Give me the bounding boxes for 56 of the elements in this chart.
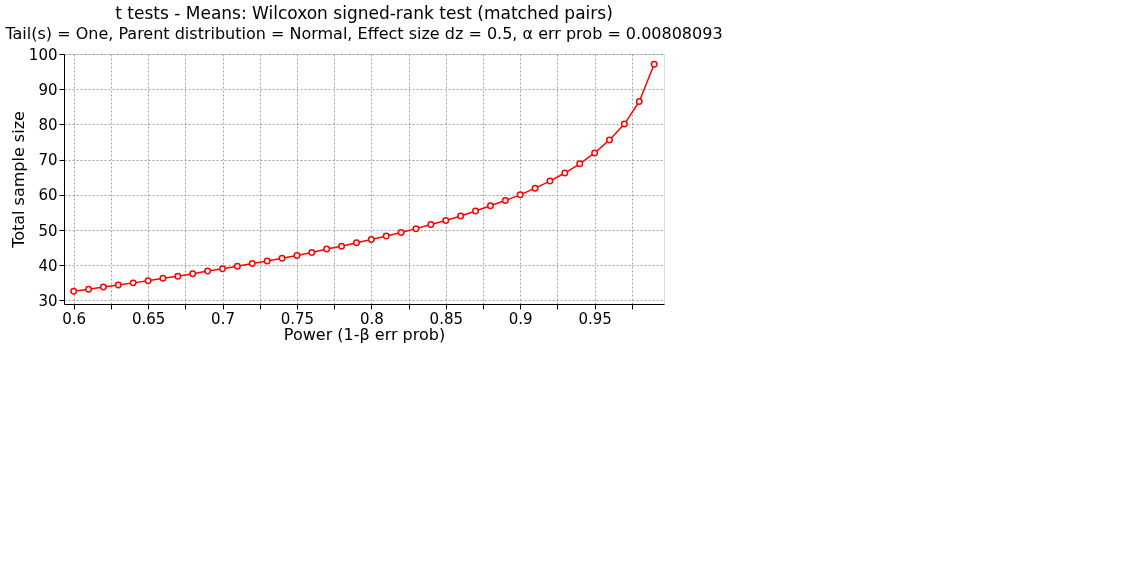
chart-subtitle: Tail(s) = One, Parent distribution = Normal, Effect size dz = 0.5, α err prob = 0.00808093	[4, 24, 723, 43]
point	[174, 272, 182, 280]
y-tick-label: 60	[38, 186, 58, 205]
point	[576, 160, 584, 168]
x-tick-label: 0.65	[131, 309, 166, 328]
point	[427, 220, 435, 228]
point	[367, 236, 375, 244]
point	[650, 60, 658, 68]
y-tick-label: 90	[38, 80, 58, 99]
point	[248, 260, 256, 267]
point	[129, 279, 137, 287]
x-tick-label: 0.7	[211, 309, 235, 328]
point	[293, 251, 301, 259]
point	[516, 191, 524, 199]
point	[352, 239, 360, 247]
point	[472, 207, 480, 215]
point	[397, 229, 405, 236]
point	[412, 225, 420, 233]
x-tick-label: 0.6	[62, 309, 87, 328]
point	[323, 245, 331, 253]
y-axis-title: Total sample size	[8, 111, 28, 249]
y-tick-label: 30	[38, 291, 58, 310]
point	[546, 177, 554, 185]
point	[382, 232, 390, 240]
point	[457, 212, 465, 220]
point	[620, 120, 628, 128]
chart-title: t tests - Means: Wilcoxon signed-rank test (matched pairs)	[115, 3, 613, 23]
x-tick-label: 0.95	[578, 309, 612, 328]
point	[263, 257, 271, 265]
point	[486, 202, 494, 210]
point	[606, 136, 614, 144]
point	[85, 285, 93, 293]
point	[531, 184, 539, 192]
point	[561, 169, 569, 177]
point	[338, 242, 346, 250]
y-tick-label: 100	[28, 45, 58, 64]
point	[114, 281, 122, 289]
x-tick-label: 0.9	[508, 309, 533, 328]
point	[144, 277, 152, 285]
y-tick-label: 80	[38, 115, 58, 134]
point	[591, 149, 599, 157]
point	[442, 217, 450, 225]
point	[189, 270, 197, 278]
y-tick-label: 50	[38, 221, 58, 240]
point	[635, 98, 643, 106]
y-tick-label: 70	[38, 151, 58, 170]
y-tick-label: 40	[38, 256, 58, 275]
point	[159, 274, 167, 282]
point	[308, 249, 316, 257]
point	[219, 265, 227, 273]
point	[501, 197, 509, 204]
point	[70, 287, 78, 295]
point	[233, 262, 241, 270]
point	[99, 283, 107, 291]
point	[278, 254, 286, 262]
point	[204, 267, 212, 275]
